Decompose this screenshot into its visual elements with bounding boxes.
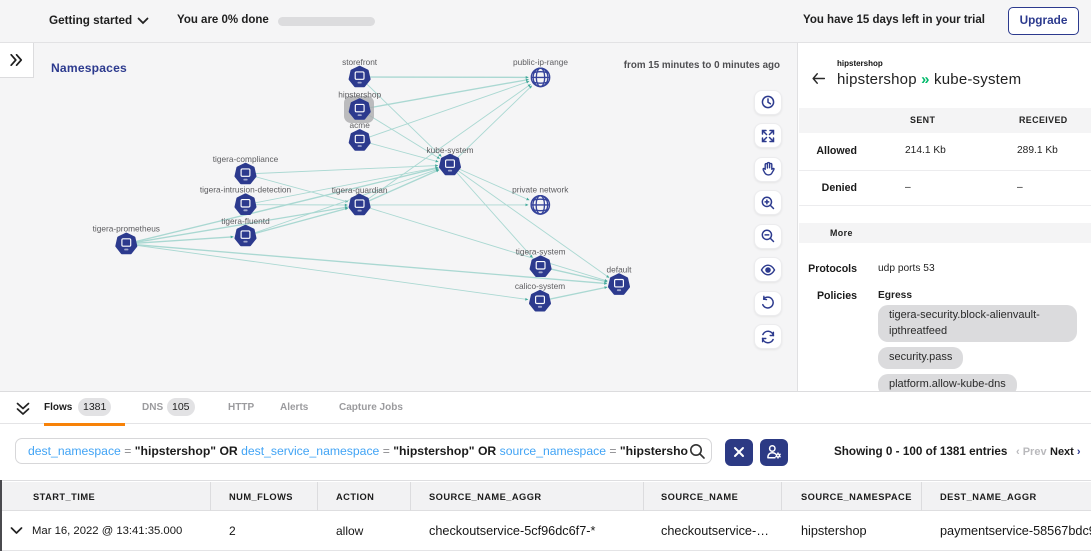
svg-text:default: default bbox=[607, 264, 633, 274]
svg-text:public-ip-range: public-ip-range bbox=[513, 57, 568, 67]
svg-text:tigera-intrusion-detection: tigera-intrusion-detection bbox=[200, 185, 292, 195]
svg-text:storefront: storefront bbox=[342, 57, 378, 67]
svg-text:tigera-compliance: tigera-compliance bbox=[213, 154, 279, 164]
svg-text:private network: private network bbox=[512, 185, 569, 195]
svg-text:hipstershop: hipstershop bbox=[338, 89, 381, 99]
svg-text:tigera-system: tigera-system bbox=[516, 247, 566, 257]
svg-text:tigera-fluentd: tigera-fluentd bbox=[221, 216, 270, 226]
svg-text:tigera-guardian: tigera-guardian bbox=[332, 185, 388, 195]
svg-text:kube-system: kube-system bbox=[426, 145, 473, 155]
svg-text:tigera-prometheus: tigera-prometheus bbox=[93, 224, 160, 234]
svg-text:calico-system: calico-system bbox=[515, 281, 565, 291]
svg-text:acme: acme bbox=[350, 120, 371, 130]
